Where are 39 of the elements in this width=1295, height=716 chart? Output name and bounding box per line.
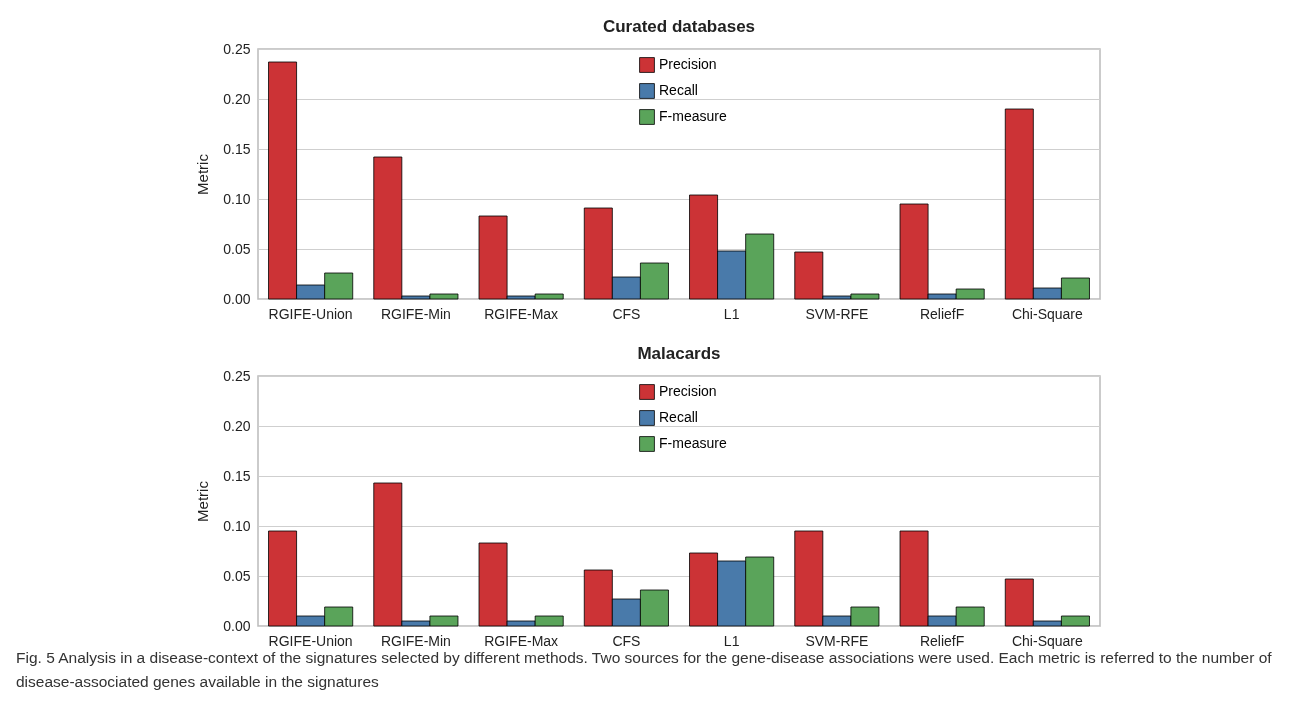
x-tick-label: RGIFE-Union (268, 305, 353, 322)
x-tick-label: Chi-Square (1011, 305, 1083, 322)
x-tick-label: RGIFE-Min (380, 305, 451, 322)
x-tick-label: L1 (723, 632, 740, 649)
y-tick-label: 0.00 (223, 617, 251, 634)
y-tick-label: 0.20 (223, 417, 251, 434)
x-tick-label: Chi-Square (1011, 632, 1083, 649)
x-tick-label: ReliefF (919, 305, 965, 322)
x-tick-label: RGIFE-Union (268, 632, 353, 649)
y-tick-label: 0.05 (223, 567, 251, 584)
x-tick-label: CFS (612, 305, 641, 322)
legend-label: F-measure (659, 108, 727, 124)
caption: Fig. 5 Analysis in a disease-context of the signatures selected by different methods. Two sources for the gene-disease associations were used. Each metric is referred to the number of disease-associated genes available in the signatures (16, 649, 1272, 690)
y-tick-label: 0.25 (223, 367, 251, 384)
y-axis-title: Metric (194, 153, 212, 195)
x-tick-label: RGIFE-Min (380, 632, 451, 649)
x-tick-label: RGIFE-Max (484, 305, 559, 322)
y-tick-label: 0.15 (223, 467, 251, 484)
x-tick-label: SVM-RFE (805, 305, 869, 322)
x-tick-label: L1 (723, 305, 740, 322)
y-axis-title: Metric (194, 480, 212, 522)
y-tick-label: 0.10 (223, 190, 251, 207)
chart-title: Curated databases (602, 17, 756, 36)
y-tick-label: 0.25 (223, 40, 251, 57)
legend-label: Recall (659, 409, 698, 425)
y-tick-label: 0.05 (223, 240, 251, 257)
x-tick-label: SVM-RFE (805, 632, 869, 649)
legend-label: F-measure (659, 435, 727, 451)
legend-label: Recall (659, 82, 698, 98)
x-tick-label: CFS (612, 632, 641, 649)
y-tick-label: 0.15 (223, 140, 251, 157)
y-tick-label: 0.00 (223, 290, 251, 307)
legend-label: Precision (659, 56, 717, 72)
y-tick-label: 0.20 (223, 90, 251, 107)
y-tick-label: 0.10 (223, 517, 251, 534)
chart-title: Malacards (637, 344, 721, 363)
x-tick-label: ReliefF (919, 632, 965, 649)
x-tick-label: RGIFE-Max (484, 632, 559, 649)
legend-label: Precision (659, 383, 717, 399)
